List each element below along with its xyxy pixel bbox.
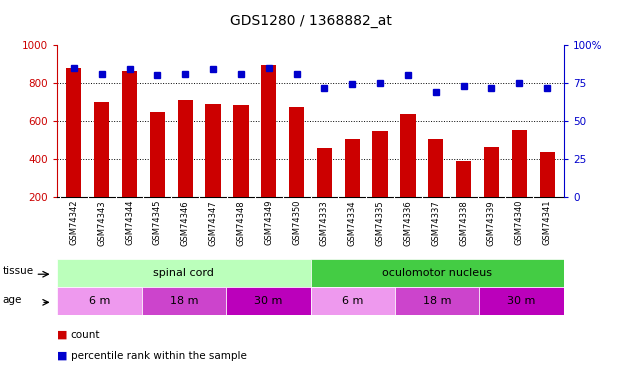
Bar <box>142 287 226 315</box>
Bar <box>289 107 304 197</box>
Text: 30 m: 30 m <box>254 296 283 306</box>
Text: GDS1280 / 1368882_at: GDS1280 / 1368882_at <box>230 13 391 28</box>
Bar <box>66 68 81 197</box>
Bar <box>233 105 248 197</box>
Text: ■: ■ <box>57 351 68 361</box>
Text: GSM74342: GSM74342 <box>70 200 78 246</box>
Bar <box>456 161 471 197</box>
Text: 18 m: 18 m <box>170 296 198 306</box>
Bar <box>122 70 137 197</box>
Text: GSM74344: GSM74344 <box>125 200 134 246</box>
Bar <box>401 114 415 197</box>
Text: GSM74346: GSM74346 <box>181 200 189 246</box>
Bar <box>317 148 332 197</box>
Text: oculomotor nucleus: oculomotor nucleus <box>382 268 492 278</box>
Text: GSM74343: GSM74343 <box>97 200 106 246</box>
Text: GSM74349: GSM74349 <box>265 200 273 246</box>
Text: GSM74350: GSM74350 <box>292 200 301 246</box>
Bar <box>484 147 499 197</box>
Text: GSM74334: GSM74334 <box>348 200 356 246</box>
Bar <box>373 131 388 197</box>
Bar <box>428 139 443 197</box>
Bar <box>57 287 142 315</box>
Text: GSM74347: GSM74347 <box>209 200 217 246</box>
Text: GSM74348: GSM74348 <box>237 200 245 246</box>
Bar <box>226 287 310 315</box>
Bar <box>57 259 310 287</box>
Bar <box>395 287 479 315</box>
Bar <box>512 130 527 197</box>
Bar <box>310 259 564 287</box>
Text: 18 m: 18 m <box>423 296 451 306</box>
Text: percentile rank within the sample: percentile rank within the sample <box>71 351 247 361</box>
Bar <box>178 100 193 197</box>
Text: GSM74345: GSM74345 <box>153 200 162 246</box>
Text: GSM74335: GSM74335 <box>376 200 384 246</box>
Text: GSM74333: GSM74333 <box>320 200 329 246</box>
Text: GSM74340: GSM74340 <box>515 200 524 246</box>
Text: GSM74338: GSM74338 <box>459 200 468 246</box>
Bar <box>261 65 276 197</box>
Text: 6 m: 6 m <box>342 296 363 306</box>
Text: GSM74336: GSM74336 <box>404 200 412 246</box>
Text: GSM74341: GSM74341 <box>543 200 551 246</box>
Text: 30 m: 30 m <box>507 296 536 306</box>
Text: 6 m: 6 m <box>89 296 110 306</box>
Text: GSM74339: GSM74339 <box>487 200 496 246</box>
Text: spinal cord: spinal cord <box>153 268 214 278</box>
Text: count: count <box>71 330 101 340</box>
Bar <box>540 152 555 197</box>
Bar <box>310 287 395 315</box>
Bar <box>150 112 165 197</box>
Text: ■: ■ <box>57 330 68 340</box>
Text: GSM74337: GSM74337 <box>432 200 440 246</box>
Text: age: age <box>3 294 22 304</box>
Bar <box>206 104 220 197</box>
Bar <box>479 287 564 315</box>
Text: tissue: tissue <box>3 266 34 276</box>
Bar <box>345 139 360 197</box>
Bar <box>94 102 109 197</box>
